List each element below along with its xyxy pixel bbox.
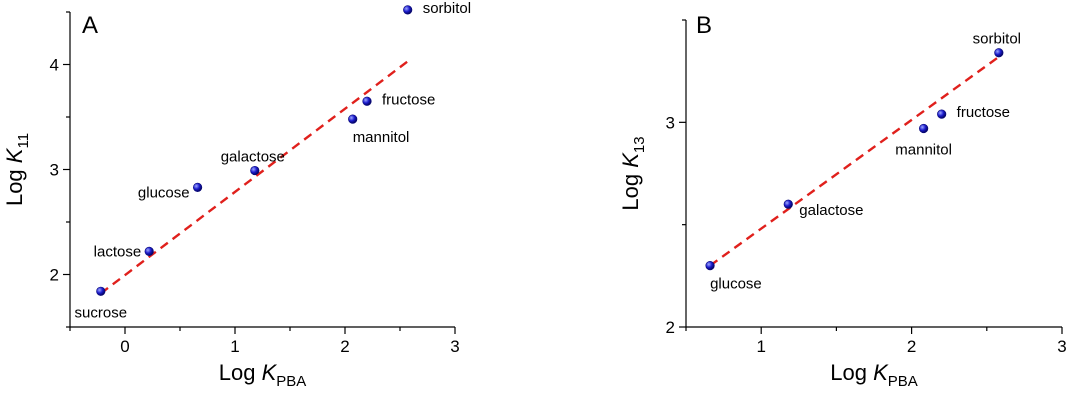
panel-a-y-tick-label: 4: [50, 56, 59, 75]
panel-a-y-tick-label: 3: [50, 161, 59, 180]
panel-a-label-mannitol: mannitol: [353, 129, 410, 146]
panel-a-x-tick-label: 0: [120, 337, 129, 356]
panel-a-x-tick-label: 2: [340, 337, 349, 356]
panel-a-point-sorbitol: [403, 5, 413, 15]
panel-a-label-galactose: galactose: [221, 149, 285, 166]
panel-b-x-tick-label: 1: [756, 337, 765, 356]
panel-a-y-tick-label: 2: [50, 266, 59, 285]
panel-b-label-galactose: galactose: [799, 202, 863, 219]
panel-a-label-glucose: glucose: [138, 184, 190, 201]
panel-b-label-sorbitol: sorbitol: [973, 31, 1021, 48]
panel-b-point-sorbitol: [994, 48, 1004, 58]
panel-a-label-sorbitol: sorbitol: [423, 0, 471, 17]
panel-a-point-lactose: [144, 246, 154, 256]
panel-b-point-fructose: [937, 109, 947, 119]
panel-b-label-mannitol: mannitol: [895, 141, 952, 158]
panel-a-point-mannitol: [348, 114, 358, 124]
panel-b-y-tick-label: 3: [666, 113, 675, 132]
panel-b-fit-line: [709, 55, 1000, 267]
panel-b-letter: B: [696, 12, 712, 39]
panel-a-fit-line: [100, 60, 409, 295]
panel-a-x-axis-title: Log KPBA: [219, 360, 307, 390]
panel-a-point-fructose: [362, 96, 372, 106]
panel-b-label-glucose: glucose: [710, 276, 762, 293]
panel-b-x-tick-label: 3: [1057, 337, 1066, 356]
panel-a-label-sucrose: sucrose: [75, 304, 128, 321]
panel-b-y-axis-title: Log K13: [618, 136, 648, 210]
panel-a-x-tick-label: 1: [230, 337, 239, 356]
panel-b-x-axis-title: Log KPBA: [830, 360, 918, 390]
panel-a-x-tick-label: 3: [450, 337, 459, 356]
panel-b-label-fructose: fructose: [957, 104, 1010, 121]
panel-a-point-sucrose: [96, 286, 106, 296]
panel-a-point-galactose: [250, 165, 260, 176]
panel-a-letter: A: [82, 12, 98, 39]
panel-b-x-tick-label: 2: [907, 337, 916, 356]
panel-b-y-tick-label: 2: [666, 318, 675, 337]
panel-a-point-glucose: [193, 182, 203, 192]
panel-b-point-mannitol: [919, 123, 929, 134]
panel-b-point-glucose: [705, 261, 715, 271]
panel-a-label-lactose: lactose: [94, 243, 142, 260]
panel-a-y-axis-title: Log K11: [2, 133, 32, 206]
panel-b-point-galactose: [783, 199, 793, 209]
panel-a-label-fructose: fructose: [382, 91, 435, 108]
